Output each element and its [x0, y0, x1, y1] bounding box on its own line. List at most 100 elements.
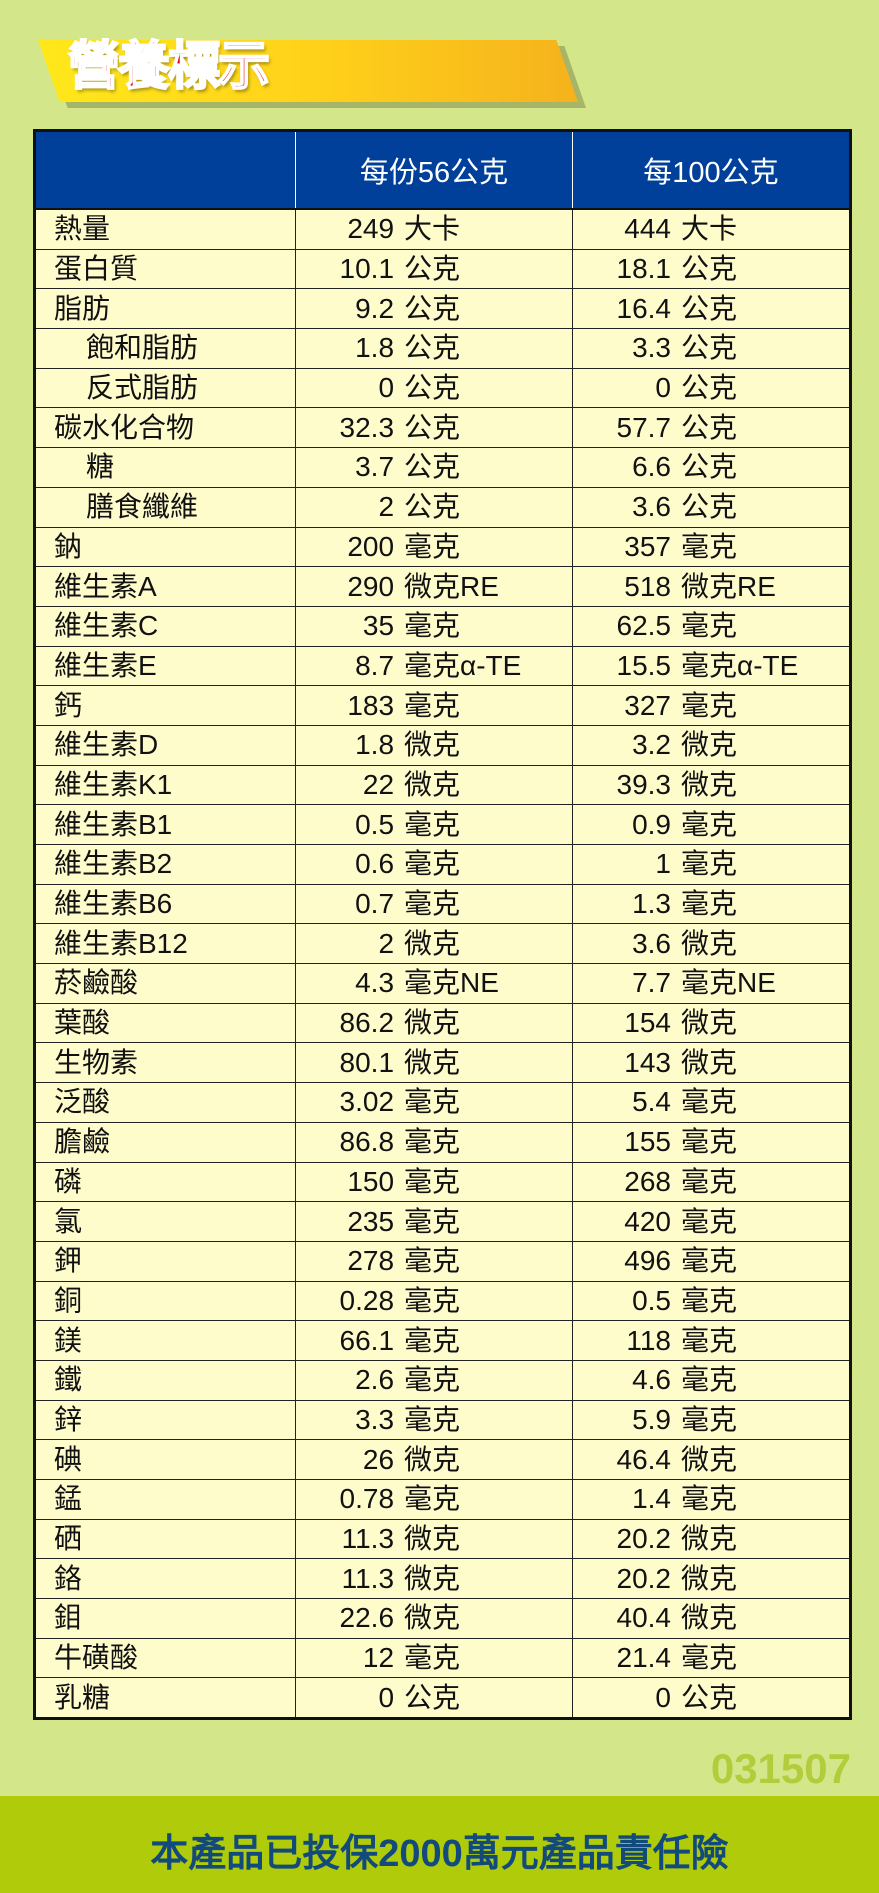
per-serving-cell: 2 微克	[295, 923, 573, 965]
unit: 公克	[681, 292, 738, 324]
unit: 毫克	[404, 1205, 461, 1237]
amount: 10.1	[339, 253, 395, 285]
amount: 143	[624, 1046, 671, 1078]
per-100g-cell: 39.3 微克	[572, 764, 851, 806]
table-row: 鐵 2.6 毫克 4.6 毫克	[33, 1359, 851, 1401]
nutrient-label: 鈣	[33, 685, 297, 726]
product-code: 031507	[710, 1745, 851, 1792]
nutrient-label: 膽鹼	[33, 1121, 297, 1163]
per-serving-cell: 86.8 毫克	[295, 1121, 573, 1163]
unit: 微克	[681, 927, 738, 959]
unit: 微克	[681, 768, 738, 800]
unit: 毫克	[681, 1086, 738, 1118]
amount: 7.7	[632, 967, 671, 999]
nutrient-label: 膳食纖維	[33, 486, 297, 528]
unit: 微克	[404, 729, 461, 761]
table-row: 膽鹼 86.8 毫克 155 毫克	[33, 1121, 851, 1163]
per-serving-cell: 1.8 微克	[295, 724, 573, 766]
table-row: 銅 0.28 毫克 0.5 毫克	[33, 1280, 851, 1322]
amount: 2	[378, 927, 395, 959]
amount: 11.3	[341, 1523, 395, 1555]
unit: 微克	[404, 1602, 461, 1634]
unit: 毫克	[404, 1324, 461, 1356]
amount: 200	[347, 530, 395, 562]
per-100g-cell: 40.4 微克	[572, 1598, 851, 1639]
amount: 420	[624, 1205, 671, 1237]
nutrient-label: 鎂	[33, 1320, 297, 1361]
amount: 249	[347, 213, 395, 245]
amount: 183	[347, 689, 395, 721]
amount: 15.5	[616, 649, 672, 681]
per-100g-cell: 7.7 毫克NE	[572, 963, 851, 1004]
amount: 357	[624, 530, 671, 562]
amount: 16.4	[616, 292, 672, 324]
amount: 0.5	[632, 1284, 671, 1316]
unit: 公克	[404, 253, 461, 285]
unit: 微克	[404, 768, 461, 800]
nutrient-label: 鉬	[33, 1598, 297, 1639]
table-header-row: 每份56公克 每100公克	[34, 130, 851, 210]
unit: 公克	[404, 411, 461, 443]
nutrient-label: 維生素A	[33, 566, 297, 607]
unit: 公克	[404, 1681, 461, 1713]
table-row: 膳食纖維 2 公克 3.6 公克	[33, 486, 851, 528]
unit: 大卡	[404, 213, 461, 245]
amount: 290	[347, 570, 395, 602]
unit: 毫克	[404, 1364, 461, 1396]
unit: 微克	[404, 927, 461, 959]
unit: 微克	[681, 1523, 738, 1555]
nutrition-table: 每份56公克 每100公克 熱量 249 大卡 444 大卡 蛋白質 10.1 公克 18.1 公…	[33, 129, 852, 1721]
nutrient-label: 維生素B2	[33, 844, 297, 885]
per-serving-cell: 0 公克	[295, 367, 573, 409]
amount: 86.2	[339, 1007, 395, 1039]
nutrient-label: 牛磺酸	[33, 1637, 297, 1679]
table-row: 脂肪 9.2 公克 16.4 公克	[33, 288, 851, 330]
amount: 268	[624, 1165, 671, 1197]
per-100g-cell: 155 毫克	[572, 1121, 851, 1163]
amount: 496	[624, 1245, 671, 1277]
per-100g-cell: 18.1 公克	[572, 248, 851, 290]
amount: 3.3	[355, 1403, 395, 1435]
amount: 327	[624, 689, 671, 721]
nutrient-label: 維生素C	[33, 605, 297, 647]
unit: 毫克	[404, 888, 461, 920]
table-row: 維生素D 1.8 微克 3.2 微克	[33, 724, 851, 766]
amount: 1	[655, 848, 671, 880]
per-serving-cell: 11.3 微克	[295, 1518, 573, 1560]
amount: 0.9	[632, 808, 671, 840]
table-row: 維生素A 290 微克RE 518 微克RE	[33, 566, 851, 607]
unit: 微克	[404, 1523, 461, 1555]
per-100g-cell: 143 微克	[572, 1042, 851, 1084]
unit: 微克	[681, 729, 738, 761]
table-row: 維生素E 8.7 毫克α-TE 15.5 毫克α-TE	[33, 645, 851, 687]
per-serving-cell: 183 毫克	[295, 685, 573, 726]
per-100g-cell: 6.6 公克	[572, 447, 851, 488]
nutrient-label: 硒	[33, 1518, 297, 1560]
per-serving-cell: 80.1 微克	[295, 1042, 573, 1084]
amount: 5.9	[632, 1403, 671, 1435]
per-serving-cell: 35 毫克	[295, 605, 573, 647]
table-row: 反式脂肪 0 公克 0 公克	[33, 367, 851, 409]
per-serving-cell: 2.6 毫克	[295, 1359, 573, 1401]
nutrient-label: 糖	[33, 447, 297, 488]
per-100g-cell: 46.4 微克	[572, 1439, 851, 1480]
unit: 毫克	[681, 1245, 738, 1277]
per-100g-cell: 62.5 毫克	[572, 605, 851, 647]
nutrient-label: 磷	[33, 1161, 297, 1203]
nutrient-label: 碘	[33, 1439, 297, 1480]
per-serving-cell: 12 毫克	[295, 1637, 573, 1679]
table-row: 乳糖 0 公克 0 公克	[33, 1677, 851, 1720]
amount: 3.2	[632, 729, 671, 761]
per-100g-cell: 118 毫克	[572, 1320, 851, 1361]
unit: 微克	[404, 1443, 461, 1475]
unit: 微克	[681, 1007, 738, 1039]
unit: 毫克	[681, 1642, 738, 1674]
unit: 毫克	[404, 808, 461, 840]
unit: 微克	[404, 1562, 461, 1594]
per-100g-cell: 5.9 毫克	[572, 1399, 851, 1441]
per-serving-cell: 22.6 微克	[295, 1598, 573, 1639]
nutrient-label: 維生素E	[33, 645, 297, 687]
table-row: 鋅 3.3 毫克 5.9 毫克	[33, 1399, 851, 1441]
unit: 公克	[681, 372, 738, 404]
per-serving-cell: 8.7 毫克α-TE	[295, 645, 573, 687]
